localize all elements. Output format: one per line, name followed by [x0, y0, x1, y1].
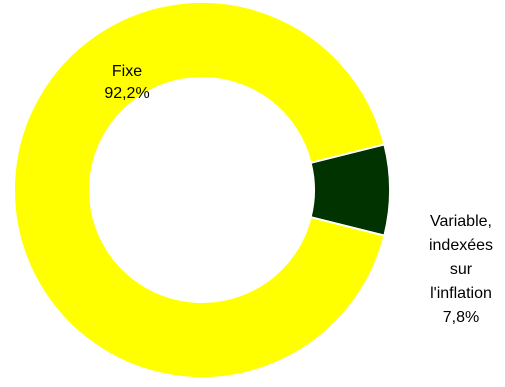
slice-fixe: [13, 1, 386, 379]
label-variable-line-1: Variable,: [430, 213, 492, 230]
donut-slices: [13, 1, 391, 379]
label-variable-line-2: indexées: [429, 237, 493, 254]
label-variable: Variable, indexées sur l'inflation 7,8%: [429, 213, 493, 326]
label-variable-value: 7,8%: [443, 309, 479, 326]
label-fixe: Fixe 92,2%: [104, 63, 149, 102]
label-fixe-value: 92,2%: [104, 85, 149, 102]
label-variable-line-4: l'inflation: [430, 285, 492, 302]
label-variable-line-3: sur: [450, 261, 473, 278]
label-fixe-name: Fixe: [112, 63, 142, 80]
